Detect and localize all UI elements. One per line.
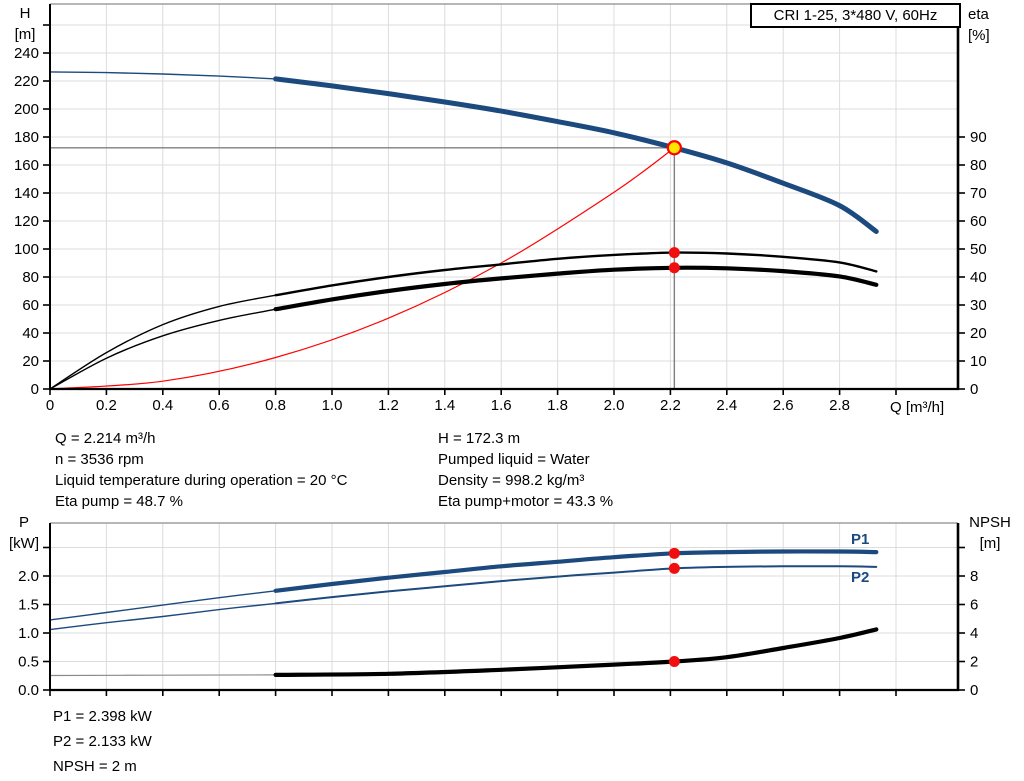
svg-text:30: 30 [970,297,987,314]
info-p1: P1 = 2.398 kW [53,708,152,725]
svg-text:2.2: 2.2 [660,397,681,414]
svg-text:0.4: 0.4 [152,397,173,414]
svg-text:80: 80 [970,157,987,174]
svg-text:0.5: 0.5 [18,654,39,671]
p-axis-label: P [kW] [9,514,39,552]
info-p2: P2 = 2.133 kW [53,733,152,750]
p1-point [668,547,680,559]
svg-text:90: 90 [970,129,987,146]
svg-text:120: 120 [14,213,39,230]
pump-model-label: CRI 1-25, 3*480 V, 60Hz [750,3,961,28]
npsh-axis-label: NPSH [m] [969,514,1011,552]
npsh-point [668,656,680,667]
eta-pump-point [668,247,680,259]
svg-text:8: 8 [970,568,978,585]
svg-text:60: 60 [22,297,39,314]
svg-text:1.6: 1.6 [491,397,512,414]
svg-text:2: 2 [970,654,978,671]
svg-text:0.8: 0.8 [265,397,286,414]
info-speed: n = 3536 rpm [55,451,144,468]
svg-text:220: 220 [14,73,39,90]
h-axis-label: H [m] [14,5,36,43]
svg-text:2.6: 2.6 [773,397,794,414]
svg-text:60: 60 [970,213,987,230]
eta-pump-motor-curve [273,265,879,312]
svg-text:180: 180 [14,129,39,146]
p2-point [668,562,680,574]
info-pumped-liquid: Pumped liquid = Water [438,451,590,468]
svg-text:0.2: 0.2 [96,397,117,414]
p2-curve-label: P2 [851,569,870,586]
info-block-right: H = 172.3 m Pumped liquid = Water Densit… [438,428,613,512]
info-q: Q = 2.214 m³/h [55,430,156,447]
svg-text:20: 20 [22,353,39,370]
p1-curve-label: P1 [851,531,870,548]
svg-text:10: 10 [970,353,987,370]
svg-text:2.4: 2.4 [716,397,737,414]
eta-pump-motor-point [668,262,680,274]
eta-pump-motor-curve-thin [49,308,277,390]
svg-text:240: 240 [14,45,39,62]
svg-text:2.0: 2.0 [18,568,39,585]
gridlines [50,4,958,389]
svg-text:200: 200 [14,101,39,118]
npsh-curve-thin [49,674,277,677]
svg-text:1.5: 1.5 [18,597,39,614]
svg-text:40: 40 [970,269,987,286]
svg-text:6: 6 [970,597,978,614]
svg-text:1.0: 1.0 [18,625,39,642]
svg-text:2.0: 2.0 [604,397,625,414]
pump-curve [273,76,879,234]
svg-text:40: 40 [22,325,39,342]
operating-point[interactable] [666,140,682,156]
p1-curve-thin [49,590,277,621]
info-head: H = 172.3 m [438,430,521,447]
gridlines [50,523,958,690]
svg-text:4: 4 [970,625,978,642]
eta-pump-curve-thin [49,294,277,390]
info-npsh: NPSH = 2 m [53,758,137,775]
svg-text:0: 0 [970,682,978,699]
hq-eta-chart: 0 20 40 60 80 100 120 140 160 180 200 220 240 0 10 20 30… [14,3,987,414]
svg-text:140: 140 [14,185,39,202]
pump-curve-thin [49,71,277,80]
svg-text:1.4: 1.4 [434,397,455,414]
info-liquid-temp: Liquid temperature during operation = 20… [55,472,348,489]
info-eta-pump-motor: Eta pump+motor = 43.3 % [438,493,614,510]
info-density: Density = 998.2 kg/m³ [438,472,585,489]
svg-text:2.8: 2.8 [829,397,850,414]
info-block-left: Q = 2.214 m³/h n = 3536 rpm Liquid tempe… [55,428,347,512]
npsh-curve [273,627,879,677]
power-npsh-chart: 0.0 0.5 1.0 1.5 2.0 0 2 4 6 8 [18,522,978,699]
svg-text:1.8: 1.8 [547,397,568,414]
eta-pump-curve [274,251,878,297]
info-eta-pump: Eta pump = 48.7 % [55,493,183,510]
svg-text:20: 20 [970,325,987,342]
svg-text:160: 160 [14,157,39,174]
svg-text:0.6: 0.6 [209,397,230,414]
svg-text:100: 100 [14,241,39,258]
axes: 0 20 40 60 80 100 120 140 160 180 200 220 240 0 10 20 30… [14,4,987,414]
svg-text:0: 0 [31,381,39,398]
info-block-bottom: P1 = 2.398 kW P2 = 2.133 kW NPSH = 2 m [53,704,152,779]
axes: 0.0 0.5 1.0 1.5 2.0 0 2 4 6 8 [18,523,978,699]
svg-text:70: 70 [970,185,987,202]
system-curve [49,147,675,390]
svg-text:1.2: 1.2 [378,397,399,414]
p2-curve-thin [49,602,277,631]
svg-text:0: 0 [970,381,978,398]
p2-curve [274,565,878,605]
p1-curve [273,549,879,593]
svg-text:50: 50 [970,241,987,258]
q-axis-label: Q [m³/h] [890,399,945,416]
svg-text:1.0: 1.0 [322,397,343,414]
eta-axis-label: eta [%] [968,6,990,44]
svg-text:0.0: 0.0 [18,682,39,699]
svg-text:80: 80 [22,269,39,286]
svg-text:0: 0 [46,397,54,414]
